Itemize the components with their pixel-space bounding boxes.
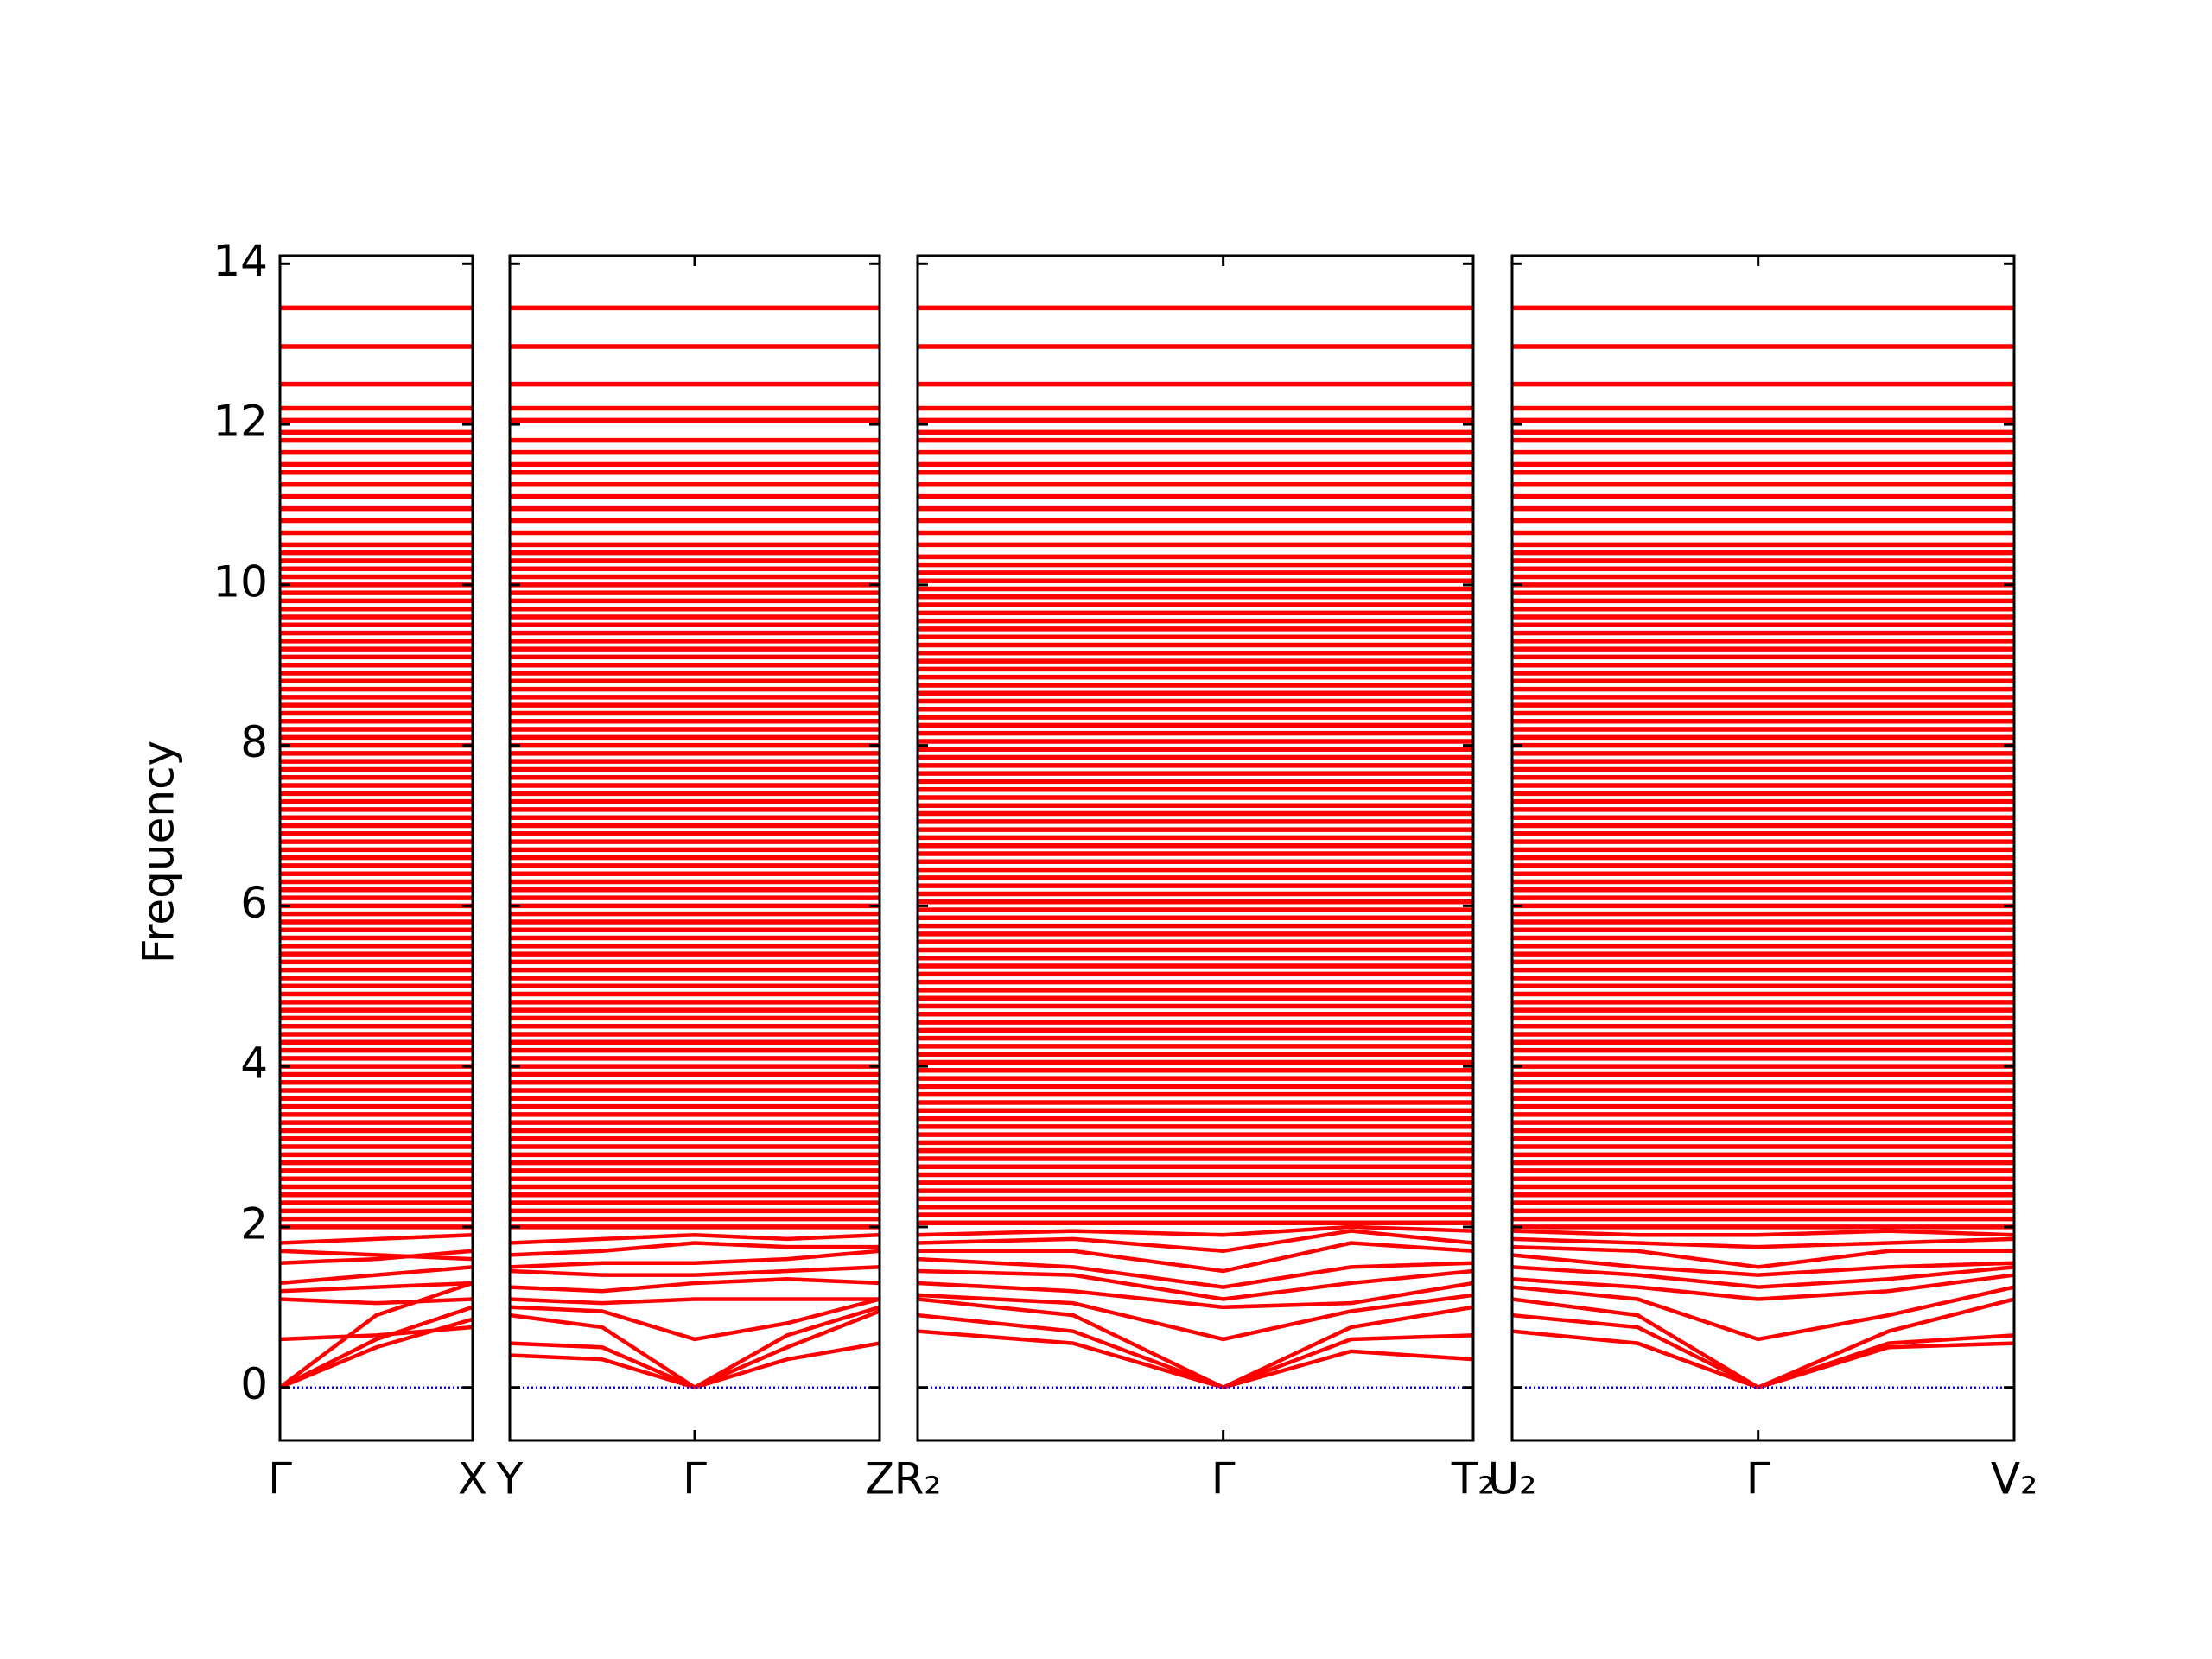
band <box>1512 1297 2014 1390</box>
band <box>280 1305 473 1389</box>
y-tick-label: 4 <box>240 1039 268 1089</box>
band <box>1512 1244 2014 1269</box>
band <box>1512 1229 2014 1237</box>
plot-area <box>510 305 880 1390</box>
band <box>1512 1273 2014 1301</box>
x-tick-label: X <box>458 1454 487 1504</box>
plot-area <box>918 305 1473 1390</box>
y-tick-label: 2 <box>240 1198 268 1249</box>
x-tick-label: Γ <box>683 1454 707 1504</box>
band <box>510 1232 880 1245</box>
band <box>918 1297 1473 1390</box>
band <box>1512 1313 2014 1390</box>
y-tick-label: 6 <box>240 878 268 928</box>
band <box>918 1313 1473 1390</box>
band <box>280 1297 473 1306</box>
panel-frame <box>1510 254 2016 1442</box>
band <box>918 1281 1473 1310</box>
band <box>280 1281 473 1294</box>
band <box>918 1293 1473 1342</box>
band <box>918 1256 1473 1289</box>
band <box>280 1325 473 1342</box>
x-tick-label: V₂ <box>1991 1454 2037 1504</box>
plot-area <box>1512 305 2014 1390</box>
y-tick-label: 10 <box>213 556 268 607</box>
band <box>1512 1265 2014 1289</box>
x-tick-label: R₂ <box>894 1454 942 1504</box>
y-tick-label: 12 <box>213 397 268 447</box>
band <box>280 1281 473 1389</box>
band <box>510 1305 880 1390</box>
band <box>1512 1253 2014 1277</box>
band <box>918 1241 1473 1274</box>
y-tick-label: 0 <box>240 1359 268 1409</box>
x-tick-label: Γ <box>268 1454 292 1504</box>
x-tick-label: T₂ <box>1451 1454 1496 1504</box>
band <box>918 1229 1473 1254</box>
y-axis-label: Frequency <box>134 741 184 963</box>
band <box>280 1249 473 1262</box>
x-tick-label: Γ <box>1211 1454 1236 1504</box>
band <box>510 1265 880 1277</box>
band <box>280 1265 473 1286</box>
band <box>918 1224 1473 1237</box>
x-tick-label: Γ <box>1746 1454 1770 1504</box>
band <box>510 1249 880 1269</box>
band <box>510 1297 880 1306</box>
band <box>510 1241 880 1257</box>
x-tick-label: U₂ <box>1488 1454 1537 1504</box>
x-tick-label: Y <box>496 1454 524 1504</box>
band <box>918 1268 1473 1301</box>
x-tick-label: Z <box>865 1454 894 1504</box>
plot-area <box>280 305 473 1389</box>
band <box>1512 1285 2014 1342</box>
band <box>510 1341 880 1390</box>
band <box>280 1232 473 1245</box>
band <box>510 1277 880 1294</box>
band <box>510 1297 880 1342</box>
y-tick-label: 8 <box>240 717 268 767</box>
band <box>1512 1236 2014 1249</box>
panel-frame <box>916 254 1475 1442</box>
panel-frame <box>278 254 474 1442</box>
band <box>280 1249 473 1265</box>
y-tick-label: 14 <box>213 236 268 286</box>
